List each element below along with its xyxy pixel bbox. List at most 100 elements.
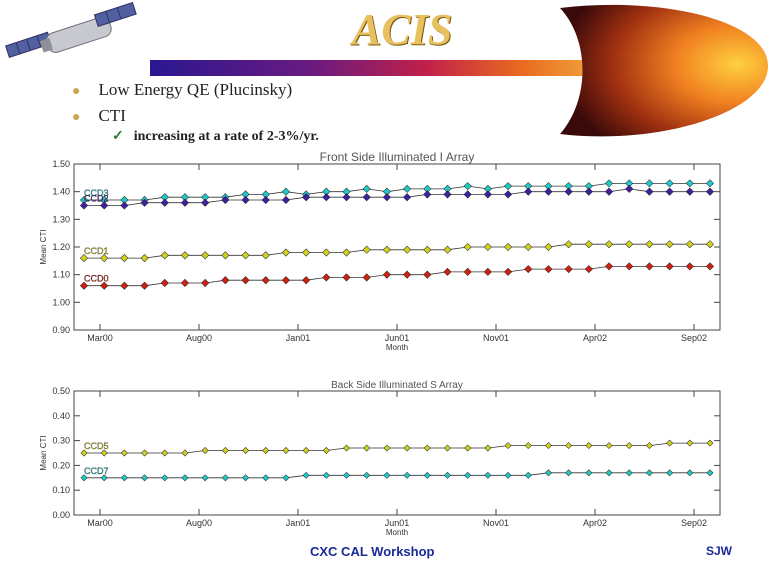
- data-point: [242, 474, 250, 482]
- data-point: [403, 245, 412, 254]
- data-point: [201, 447, 209, 454]
- data-point: [120, 449, 128, 457]
- data-point: [140, 281, 149, 290]
- data-point: [564, 187, 573, 196]
- data-point: [201, 251, 210, 260]
- data-point: [80, 449, 88, 457]
- slide-title: ACIS: [352, 5, 453, 54]
- chart-title: Back Side Illuminated S Array: [331, 380, 463, 391]
- data-point: [584, 187, 593, 196]
- data-point: [544, 442, 552, 450]
- data-point: [241, 276, 250, 285]
- x-tick-label: Jun01: [385, 333, 410, 343]
- y-tick-label: 0.30: [52, 436, 70, 446]
- data-point: [181, 449, 189, 457]
- data-point: [645, 240, 654, 249]
- data-point: [181, 474, 189, 482]
- y-tick-label: 1.10: [52, 270, 70, 280]
- bullet-text: CTI: [98, 106, 126, 125]
- data-point: [322, 187, 331, 196]
- data-point: [343, 444, 350, 452]
- y-tick-label: 1.30: [52, 214, 70, 224]
- data-point: [120, 254, 129, 263]
- data-point: [403, 444, 411, 452]
- data-point: [564, 182, 573, 191]
- data-point: [120, 201, 129, 210]
- data-point: [665, 262, 674, 271]
- data-point: [403, 270, 412, 279]
- data-point: [261, 276, 270, 285]
- data-point: [544, 242, 553, 252]
- data-point: [645, 469, 653, 477]
- data-point: [403, 471, 411, 479]
- footer-workshop: CXC CAL Workshop: [310, 544, 435, 559]
- data-point: [443, 190, 452, 199]
- data-point: [363, 471, 371, 479]
- data-point: [524, 242, 533, 252]
- series-line: [84, 243, 710, 259]
- checkmark-icon: ✓: [112, 129, 124, 144]
- data-point: [221, 195, 230, 204]
- data-point: [302, 193, 311, 202]
- data-point: [544, 469, 552, 477]
- data-point: [605, 187, 614, 196]
- data-point: [362, 245, 371, 254]
- series-label: CCD3: [84, 188, 109, 198]
- x-axis-label: Month: [386, 343, 408, 352]
- data-point: [423, 270, 432, 279]
- data-point: [685, 262, 694, 271]
- data-point: [383, 471, 391, 479]
- data-point: [423, 444, 431, 452]
- x-tick-label: Nov01: [483, 333, 509, 343]
- data-point: [584, 240, 593, 249]
- data-point: [544, 182, 553, 191]
- data-point: [180, 198, 189, 207]
- data-point: [584, 182, 593, 191]
- chart-title: Front Side Illuminated I Array: [320, 150, 475, 164]
- data-point: [382, 187, 391, 196]
- y-tick-label: 0.10: [52, 485, 70, 495]
- data-point: [625, 179, 634, 188]
- data-point: [605, 442, 613, 450]
- data-point: [403, 184, 412, 193]
- data-point: [322, 193, 331, 202]
- data-point: [79, 254, 89, 263]
- data-point: [100, 195, 109, 204]
- data-point: [706, 439, 714, 447]
- data-point: [524, 442, 532, 450]
- data-point: [221, 474, 229, 482]
- footer-initials: SJW: [706, 544, 733, 558]
- data-point: [120, 281, 129, 290]
- data-point: [221, 251, 230, 260]
- data-point: [605, 469, 613, 477]
- data-point: [645, 187, 654, 196]
- data-point: [282, 474, 290, 482]
- data-point: [80, 474, 88, 482]
- data-point: [665, 179, 674, 188]
- data-point: [322, 447, 330, 454]
- series-label: CCD1: [84, 246, 109, 256]
- data-point: [444, 471, 451, 479]
- data-point: [483, 190, 492, 199]
- data-point: [302, 248, 311, 257]
- data-point: [666, 439, 674, 447]
- y-tick-label: 1.00: [52, 297, 70, 307]
- data-point: [565, 442, 573, 450]
- data-point: [444, 444, 451, 452]
- x-axis-label: Month: [386, 528, 408, 537]
- data-point: [201, 278, 210, 287]
- data-point: [160, 251, 169, 260]
- series-label: CCD5: [84, 441, 109, 451]
- data-point: [666, 469, 674, 477]
- data-point: [79, 201, 89, 210]
- data-point: [100, 281, 109, 290]
- data-point: [221, 447, 229, 454]
- bullet-dot-icon: ●: [72, 110, 81, 125]
- data-point: [625, 240, 634, 249]
- data-point: [302, 276, 311, 285]
- data-point: [705, 240, 715, 249]
- x-tick-label: Apr02: [583, 518, 607, 528]
- data-point: [140, 254, 149, 263]
- data-point: [464, 444, 472, 452]
- data-point: [382, 270, 391, 279]
